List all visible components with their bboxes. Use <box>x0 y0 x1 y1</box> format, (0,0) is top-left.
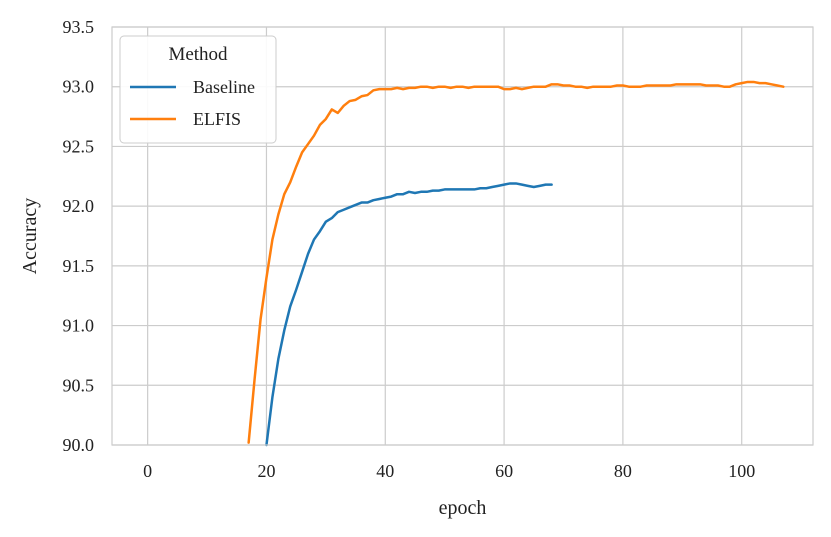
legend-label-baseline: Baseline <box>193 77 255 97</box>
y-tick-label: 93.0 <box>63 77 95 97</box>
x-tick-label: 0 <box>143 461 152 481</box>
y-axis-label: Accuracy <box>19 198 41 275</box>
series-line-elfis <box>247 80 785 444</box>
legend-box <box>119 35 277 144</box>
y-tick-label: 92.5 <box>63 136 95 156</box>
x-tick-label: 20 <box>257 461 275 481</box>
y-tick-label: 90.5 <box>63 375 95 395</box>
y-tick-label: 90.0 <box>63 435 95 455</box>
x-tick-label: 100 <box>728 461 755 481</box>
y-tick-label: 92.0 <box>63 196 95 216</box>
plot-frame <box>111 26 814 446</box>
y-tick-label: 91.0 <box>63 316 95 336</box>
legend-label-elfis: ELFIS <box>193 109 241 129</box>
x-tick-label: 80 <box>614 461 632 481</box>
x-tick-label: 40 <box>376 461 394 481</box>
legend-title: Method <box>168 44 228 65</box>
series-lines <box>247 80 785 447</box>
y-tick-label: 91.5 <box>63 256 95 276</box>
tick-labels: 0 20 40 60 80 100 90.0 90.5 91.0 91.5 92.0 92.5 93.0… <box>63 17 756 481</box>
y-tick-label: 93.5 <box>63 17 95 37</box>
x-tick-label: 60 <box>495 461 513 481</box>
series-line-baseline <box>265 182 553 447</box>
legend: Method Baseline ELFIS <box>119 35 277 144</box>
x-axis-label: epoch <box>439 497 487 519</box>
